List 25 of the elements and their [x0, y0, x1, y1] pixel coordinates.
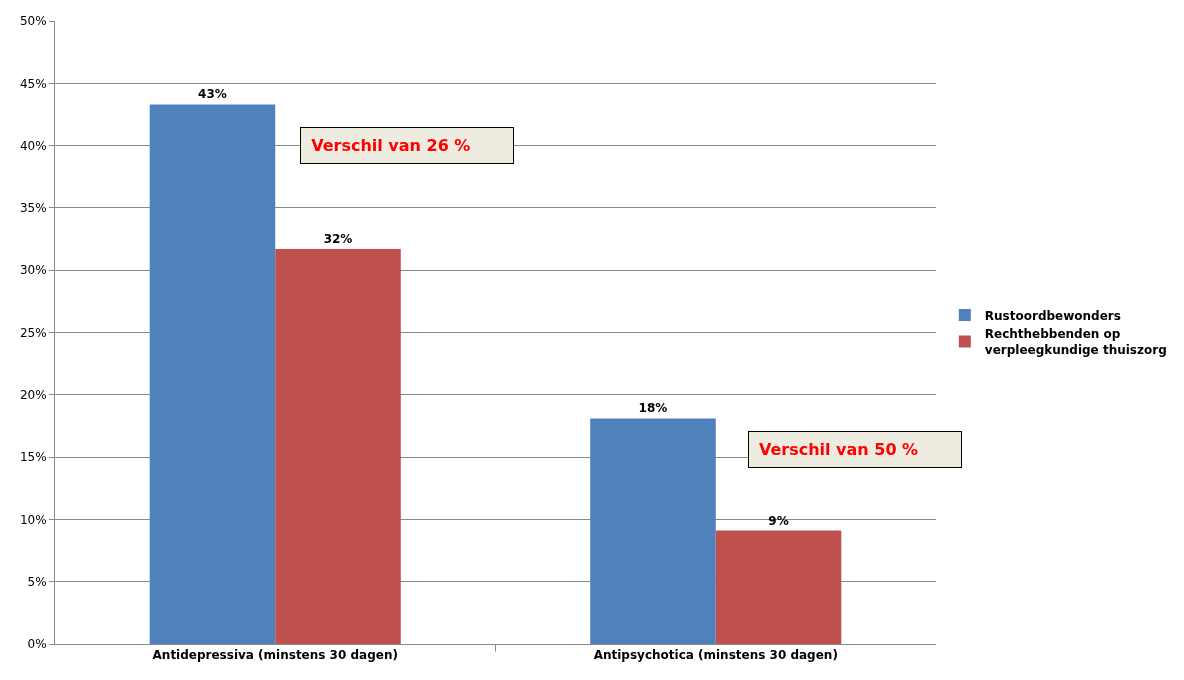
y-tick-label: 20%: [19, 388, 47, 402]
y-tick-label: 25%: [19, 325, 47, 340]
legend-label: Rustoordbewonders: [984, 308, 1121, 323]
y-tick-label: 15%: [19, 450, 47, 465]
bar: [149, 104, 276, 644]
text-box: Verschil van 50 %: [747, 430, 962, 468]
x-tick-label: Antidepressiva (minstens 30 dagen): [152, 648, 398, 663]
data-label: 43%: [198, 87, 227, 102]
data-label: 9%: [768, 513, 789, 528]
y-tick-label: 5%: [27, 574, 47, 589]
y-tick-label: 45%: [19, 76, 47, 91]
y-tick-label: 50%: [19, 14, 47, 29]
y-tick-label: 40%: [19, 138, 47, 153]
x-tick-label: Antipsychotica (minstens 30 dagen): [593, 648, 838, 663]
y-tick-label: 35%: [19, 201, 47, 216]
legend-label: Rechthebbenden op verpleegkundige thuiszorg: [984, 327, 1167, 358]
bar: [275, 249, 401, 644]
bar: [715, 530, 842, 644]
data-label: 32%: [323, 232, 353, 247]
text-box: Verschil van 26 %: [300, 127, 515, 165]
y-tick-label: 10%: [19, 512, 47, 527]
y-tick-label: 0%: [27, 637, 47, 652]
bar: [590, 418, 716, 644]
y-tick-label: 30%: [19, 263, 47, 278]
data-label: 18%: [638, 401, 668, 416]
